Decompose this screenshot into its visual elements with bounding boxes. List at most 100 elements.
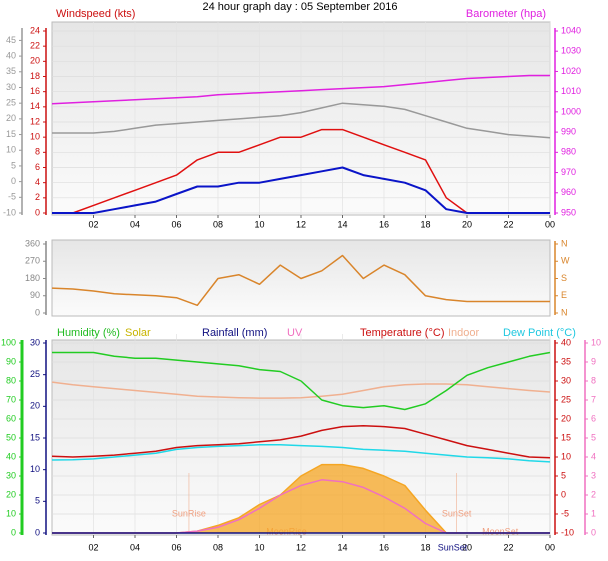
y2-tick-label: E [561, 290, 567, 300]
x-tick-label: 20 [462, 219, 472, 229]
axis-label: Solar [125, 327, 151, 339]
y2-tick-label: 1010 [561, 86, 581, 96]
y3-tick-label: -10 [3, 207, 16, 217]
x-tick-label: 08 [213, 219, 223, 229]
x-tick-label: 06 [171, 219, 181, 229]
series-line [52, 351, 551, 411]
series-line [51, 74, 550, 105]
y2-tick-label: 30 [30, 337, 40, 347]
y3-tick-label: 0 [561, 489, 566, 499]
y-axis-label: Windspeed (kts) [56, 8, 135, 20]
y2-tick-label: N [561, 238, 568, 248]
y3-tick-label: 40 [561, 337, 571, 347]
y-tick-label: 270 [25, 256, 40, 266]
y3-tick-label: -5 [8, 192, 16, 202]
series-line [51, 444, 551, 463]
x-tick-label: 12 [296, 219, 306, 229]
y2-tick-label: S [561, 273, 567, 283]
y-tick-label: 8 [35, 147, 40, 157]
x-tick-label: 20 [462, 542, 472, 552]
y4-tick-label: 5 [591, 432, 596, 442]
y-tick-label: 10 [30, 132, 40, 142]
x-tick-label: 02 [88, 542, 98, 552]
series-line [51, 254, 550, 307]
y-tick-label: 30 [6, 470, 16, 480]
y-tick-label: 0 [35, 307, 40, 317]
x-tick-label: 04 [130, 219, 140, 229]
y2-tick-label: 960 [561, 187, 576, 197]
y4-tick-label: 3 [591, 470, 596, 480]
y2-axis-label: Barometer (hpa) [466, 8, 546, 20]
x-tick-label: 00 [545, 219, 555, 229]
y2-tick-label: 1000 [561, 106, 581, 116]
y3-tick-label: 45 [6, 35, 16, 45]
y2-tick-label: 15 [30, 432, 40, 442]
y4-tick-label: 8 [591, 375, 596, 385]
axis-label: Indoor [448, 327, 480, 339]
y-tick-label: 90 [30, 290, 40, 300]
x-tick-label: 18 [420, 542, 430, 552]
y-tick-label: 16 [30, 86, 40, 96]
y2-tick-label: 980 [561, 147, 576, 157]
x-tick-label: 14 [337, 542, 347, 552]
series-line [52, 102, 551, 139]
x-tick-label: 08 [213, 542, 223, 552]
y-tick-label: 6 [35, 162, 40, 172]
y-tick-label: 60 [6, 413, 16, 423]
y2-tick-label: 1030 [561, 46, 581, 56]
y4-tick-label: 10 [591, 337, 601, 347]
y-tick-label: 90 [6, 356, 16, 366]
y4-tick-label: 1 [591, 508, 596, 518]
y4-tick-label: 2 [591, 489, 596, 499]
y2-tick-label: 950 [561, 207, 576, 217]
x-tick-label: 10 [254, 219, 264, 229]
y2-tick-label: 0 [35, 527, 40, 537]
y-tick-label: 14 [30, 101, 40, 111]
x-tick-label: 02 [88, 219, 98, 229]
x-tick-label: 12 [296, 542, 306, 552]
series-line [52, 166, 550, 214]
y3-tick-label: -10 [561, 527, 574, 537]
y4-tick-label: 0 [591, 527, 596, 537]
y3-tick-label: 0 [11, 176, 16, 186]
y2-tick-label: N [561, 307, 568, 317]
y3-tick-label: 15 [6, 129, 16, 139]
axis-label: Humidity (%) [57, 327, 120, 339]
y-tick-label: 70 [6, 394, 16, 404]
annotation: MoonSet [482, 526, 519, 536]
y2-tick-label: 5 [35, 496, 40, 506]
y3-tick-label: 10 [6, 145, 16, 155]
y-tick-label: 80 [6, 375, 16, 385]
y4-tick-label: 7 [591, 394, 596, 404]
y-tick-label: 20 [6, 489, 16, 499]
y3-tick-label: 40 [6, 50, 16, 60]
x-tick-label: 00 [545, 542, 555, 552]
y3-tick-label: 30 [6, 82, 16, 92]
y3-tick-label: 35 [6, 66, 16, 76]
y-tick-label: 18 [30, 71, 40, 81]
y3-tick-label: 30 [561, 375, 571, 385]
y-tick-label: 50 [6, 432, 16, 442]
y-tick-label: 22 [30, 41, 40, 51]
y-tick-label: 2 [35, 192, 40, 202]
x-tick-label: 16 [379, 542, 389, 552]
y-tick-label: 0 [35, 207, 40, 217]
y3-tick-label: 25 [6, 98, 16, 108]
axis-label: Dew Point (°C) [503, 327, 576, 339]
x-tick-label: 18 [420, 219, 430, 229]
y3-tick-label: -5 [561, 508, 569, 518]
y2-tick-label: 20 [30, 401, 40, 411]
y-tick-label: 40 [6, 451, 16, 461]
y4-tick-label: 9 [591, 356, 596, 366]
series-line [51, 381, 551, 399]
y3-tick-label: 10 [561, 451, 571, 461]
y3-tick-label: 20 [561, 413, 571, 423]
y3-tick-label: 25 [561, 394, 571, 404]
y3-tick-label: 35 [561, 356, 571, 366]
y-tick-label: 360 [25, 238, 40, 248]
y-tick-label: 24 [30, 25, 40, 35]
y-tick-label: 180 [25, 273, 40, 283]
y2-tick-label: 990 [561, 126, 576, 136]
y-tick-label: 4 [35, 177, 40, 187]
